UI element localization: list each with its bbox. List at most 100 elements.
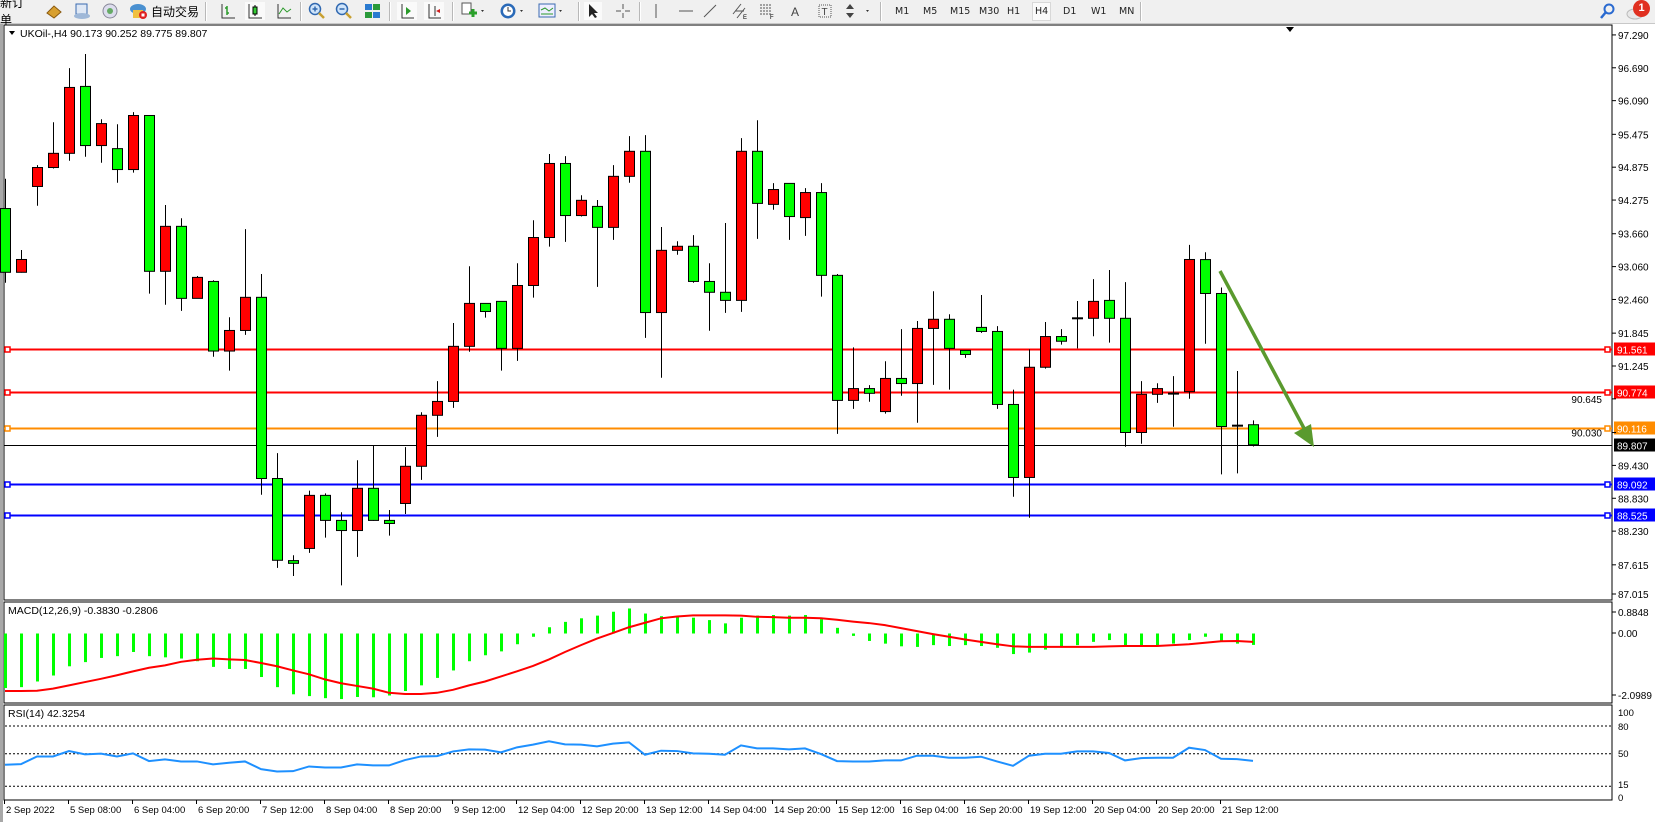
cursor-button[interactable]: [584, 2, 602, 20]
arrow-shaft[interactable]: [1218, 270, 1308, 433]
fibonacci-button[interactable]: F: [758, 2, 776, 20]
candle-body: [624, 150, 635, 177]
candle: [288, 555, 299, 577]
candle: [704, 263, 715, 331]
chart-shift-button[interactable]: [424, 2, 444, 20]
candle-body: [752, 150, 763, 204]
candle-body: [1168, 392, 1179, 395]
level-handle-left[interactable]: [4, 481, 11, 488]
timeframe-w1[interactable]: W1: [1091, 6, 1107, 17]
auto-trading-button[interactable]: 自动交易: [126, 2, 202, 20]
level-handle-right[interactable]: [1604, 346, 1611, 353]
macd-histogram-bar: [132, 633, 135, 652]
macd-histogram-bar: [836, 627, 839, 634]
trendline-button[interactable]: [701, 2, 719, 20]
auto-scroll-button[interactable]: [397, 2, 417, 20]
search-button[interactable]: [1598, 2, 1616, 20]
candlestick-button[interactable]: [245, 2, 265, 20]
level-handle-right[interactable]: [1604, 481, 1611, 488]
candle-body: [304, 494, 315, 549]
candle-body: [336, 519, 347, 532]
trend-arrow[interactable]: [1218, 270, 1314, 447]
level-price-tag: [1614, 342, 1655, 356]
templates-button[interactable]: [536, 2, 566, 20]
market-watch-button[interactable]: [44, 2, 64, 20]
candle-body: [176, 225, 187, 299]
timeframe-m30[interactable]: M30: [979, 6, 1000, 17]
level-handle-left[interactable]: [4, 512, 11, 519]
candle-body: [224, 329, 235, 352]
rsi-panel-frame: [3, 704, 1613, 801]
zoom-out-button[interactable]: [334, 2, 354, 20]
equidistant-channel-button[interactable]: E: [731, 2, 749, 20]
timeframe-d1[interactable]: D1: [1063, 6, 1077, 17]
indicators-button[interactable]: [458, 2, 488, 20]
timeframe-m5[interactable]: M5: [923, 6, 938, 17]
time-axis-label: 7 Sep 12:00: [262, 805, 313, 816]
macd-histogram-bar: [260, 633, 263, 678]
candle: [864, 385, 875, 402]
candle: [1136, 381, 1147, 444]
horizontal-line-button[interactable]: [677, 2, 695, 20]
timeframe-h1[interactable]: H1: [1007, 6, 1021, 17]
candle-body: [208, 280, 219, 352]
signals-button[interactable]: [100, 2, 120, 20]
candle: [768, 183, 779, 210]
candle-body: [1136, 393, 1147, 433]
zoom-in-button[interactable]: [307, 2, 327, 20]
level-handle-right[interactable]: [1604, 512, 1611, 519]
tile-windows-button[interactable]: [362, 2, 382, 20]
macd-histogram-bar: [436, 633, 439, 678]
level-handle-left[interactable]: [4, 346, 11, 353]
level-handle-left[interactable]: [4, 389, 11, 396]
chart-shift-icon: [428, 4, 441, 19]
candle: [976, 294, 987, 333]
candle-body: [272, 478, 283, 561]
candle: [752, 120, 763, 239]
timeframe-m1[interactable]: M1: [895, 6, 910, 17]
svg-text:T: T: [822, 7, 828, 18]
crosshair-button[interactable]: [614, 2, 632, 20]
level-price-tag: [1614, 385, 1655, 399]
level-handle-right[interactable]: [1604, 425, 1611, 432]
macd-histogram-bar: [468, 633, 471, 662]
line-chart-button[interactable]: [274, 2, 294, 20]
macd-histogram-bar: [228, 633, 231, 669]
arrows-button[interactable]: [843, 2, 873, 20]
time-axis-label: 6 Sep 20:00: [198, 805, 249, 816]
candle-body: [1200, 259, 1211, 294]
macd-histogram-bar: [180, 633, 183, 659]
new-order-button[interactable]: 新订单: [0, 0, 34, 27]
data-window-button[interactable]: [72, 2, 92, 20]
candle-body: [480, 302, 491, 313]
periods-button[interactable]: [497, 2, 527, 20]
candle-body: [848, 388, 859, 401]
auto-trading-label: 自动交易: [150, 4, 199, 19]
candle-body: [896, 377, 907, 385]
candle: [208, 280, 219, 357]
macd-histogram-bar: [756, 615, 759, 634]
equidistant-channel-icon: E: [732, 3, 747, 19]
timeframe-m15[interactable]: M15: [950, 6, 971, 17]
price-axis-label: 96.690: [1618, 64, 1649, 75]
symbol-dropdown-icon[interactable]: [9, 31, 15, 35]
level-handle-left[interactable]: [4, 425, 11, 432]
macd-histogram-bar: [692, 617, 695, 634]
arrow-head-icon[interactable]: [1294, 424, 1314, 447]
timeframe-mn[interactable]: MN: [1119, 6, 1135, 17]
chart-shift-marker[interactable]: [1286, 27, 1294, 32]
bar-chart-button[interactable]: [218, 2, 238, 20]
timeframe-h4[interactable]: H4: [1032, 2, 1052, 21]
candle-body: [832, 274, 843, 401]
level-handle-right[interactable]: [1604, 389, 1611, 396]
vertical-line-button[interactable]: [648, 2, 664, 20]
macd-histogram-bar: [612, 611, 615, 634]
text-button[interactable]: A: [787, 2, 805, 20]
time-axis-label: 9 Sep 12:00: [454, 805, 505, 816]
time-axis-label: 19 Sep 12:00: [1030, 805, 1087, 816]
text-label-button[interactable]: T: [816, 2, 834, 20]
templates-icon: [538, 3, 562, 18]
candle: [496, 300, 507, 371]
macd-histogram-bar: [1220, 633, 1223, 642]
